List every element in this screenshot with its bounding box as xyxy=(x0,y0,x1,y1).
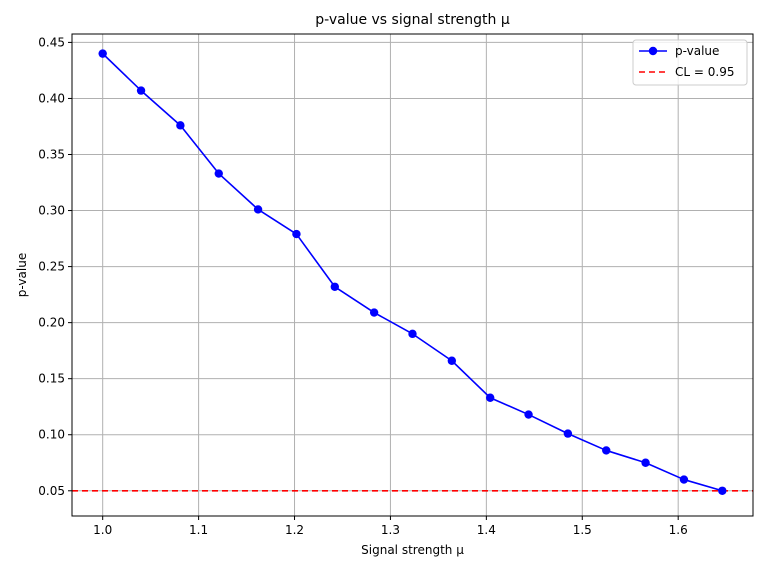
data-point xyxy=(679,475,689,484)
data-point xyxy=(369,308,379,317)
data-point xyxy=(563,429,573,438)
legend-label-p-value: p-value xyxy=(675,44,719,58)
y-tick-label: 0.15 xyxy=(38,372,65,386)
data-point xyxy=(253,205,263,214)
data-point xyxy=(602,446,611,455)
y-tick-label: 0.45 xyxy=(38,35,65,49)
data-point xyxy=(485,393,495,402)
legend: p-value CL = 0.95 xyxy=(632,39,748,86)
data-point xyxy=(408,329,417,339)
x-tick-label: 1.3 xyxy=(381,523,400,537)
y-tick-label: 0.30 xyxy=(38,204,65,218)
y-tick-label: 0.40 xyxy=(38,91,65,105)
data-point xyxy=(98,49,107,58)
x-tick-label: 1.4 xyxy=(477,523,496,537)
y-tick-label: 0.10 xyxy=(38,428,65,442)
x-tick-label: 1.6 xyxy=(669,523,688,537)
data-point xyxy=(524,410,533,419)
y-tick-label: 0.20 xyxy=(38,316,65,330)
data-point xyxy=(447,356,457,365)
plot-background xyxy=(72,34,753,516)
x-tick-label: 1.0 xyxy=(93,523,112,537)
y-tick-label: 0.05 xyxy=(38,484,65,498)
series-layer xyxy=(98,49,727,495)
plot-frame xyxy=(71,33,754,517)
legend-swatch-p-value-marker xyxy=(648,46,658,56)
x-axis: 1.0 1.1 1.2 1.3 1.4 1.5 1.6 xyxy=(93,516,688,537)
x-tick-label: 1.5 xyxy=(573,523,592,537)
legend-label-cl: CL = 0.95 xyxy=(675,65,734,79)
data-point xyxy=(330,282,340,291)
x-axis-title: Signal strength μ xyxy=(361,543,464,557)
data-point xyxy=(136,86,146,95)
data-point xyxy=(641,458,650,467)
data-point xyxy=(176,121,185,130)
y-tick-label: 0.25 xyxy=(38,260,65,274)
y-axis-title: p-value xyxy=(15,253,29,297)
data-point xyxy=(214,169,223,178)
x-tick-label: 1.2 xyxy=(285,523,304,537)
plot-area xyxy=(71,33,754,517)
data-point xyxy=(718,486,727,495)
y-tick-label: 0.35 xyxy=(38,148,65,162)
y-axis: 0.05 0.10 0.15 0.20 0.25 0.30 0.35 0.40 0.45 xyxy=(38,35,72,498)
chart-title: p-value vs signal strength μ xyxy=(315,12,510,28)
data-point xyxy=(292,229,301,239)
x-tick-label: 1.1 xyxy=(189,523,208,537)
